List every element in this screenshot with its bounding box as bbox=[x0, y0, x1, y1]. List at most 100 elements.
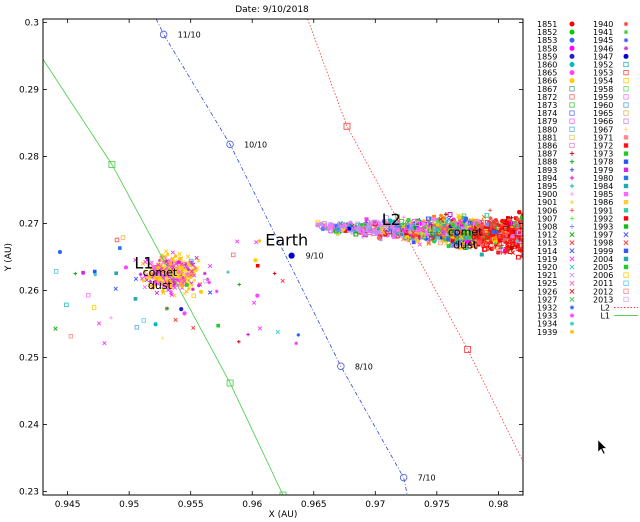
data-point bbox=[355, 221, 360, 227]
y-tick-label: 0.26 bbox=[19, 287, 39, 297]
data-point bbox=[487, 246, 492, 252]
data-point bbox=[462, 222, 467, 227]
data-point bbox=[524, 239, 528, 243]
data-point bbox=[532, 244, 536, 248]
data-point bbox=[406, 235, 411, 240]
data-point bbox=[531, 226, 535, 230]
data-point bbox=[530, 236, 534, 240]
data-point bbox=[529, 241, 533, 245]
data-point bbox=[522, 247, 523, 253]
data-point bbox=[404, 234, 409, 239]
line-group bbox=[43, 19, 523, 495]
data-point bbox=[497, 223, 502, 228]
data-point bbox=[527, 238, 531, 242]
legend-marker bbox=[569, 70, 575, 76]
data-point bbox=[497, 238, 502, 243]
data-point bbox=[438, 240, 443, 246]
data-point bbox=[487, 226, 492, 231]
data-point bbox=[504, 248, 509, 253]
data-point bbox=[483, 240, 488, 245]
data-point bbox=[341, 225, 346, 230]
data-point bbox=[516, 244, 520, 248]
data-point bbox=[521, 253, 523, 258]
y-tick-label: 0.29 bbox=[19, 85, 39, 95]
data-point bbox=[527, 247, 531, 251]
x-tick-label: 0.95 bbox=[119, 500, 139, 510]
legend-marker bbox=[623, 70, 629, 76]
region-label-l2: L2 bbox=[382, 210, 401, 229]
data-point bbox=[427, 233, 432, 238]
data-point bbox=[182, 273, 186, 277]
data-point bbox=[429, 216, 433, 221]
data-point bbox=[446, 230, 451, 235]
legend-marker bbox=[569, 240, 575, 246]
data-point bbox=[527, 232, 531, 236]
data-point bbox=[527, 232, 531, 236]
data-point bbox=[452, 226, 457, 231]
data-point bbox=[435, 223, 440, 228]
legend-marker bbox=[623, 29, 629, 35]
data-point bbox=[336, 224, 341, 229]
data-point bbox=[520, 213, 523, 218]
data-point bbox=[520, 245, 523, 249]
data-point bbox=[179, 307, 184, 312]
x-tick-label: 0.96 bbox=[242, 500, 262, 510]
data-point bbox=[529, 231, 533, 235]
data-point bbox=[207, 290, 213, 295]
data-point bbox=[469, 240, 474, 246]
legend-marker bbox=[623, 127, 629, 132]
data-point bbox=[529, 220, 533, 224]
orbit-marker bbox=[159, 30, 168, 39]
annotation-group: 11/1010/109/108/107/10L1EarthL2cometdust… bbox=[134, 30, 483, 482]
data-point bbox=[525, 238, 529, 242]
data-point bbox=[525, 242, 529, 246]
data-point bbox=[525, 232, 529, 236]
legend-label: L1 bbox=[600, 312, 610, 321]
data-point bbox=[523, 215, 527, 219]
data-point bbox=[353, 231, 359, 237]
legend-marker bbox=[623, 191, 629, 197]
data-point bbox=[529, 240, 533, 244]
data-point bbox=[438, 227, 443, 232]
data-point bbox=[524, 241, 528, 245]
data-point bbox=[523, 236, 527, 240]
data-point bbox=[182, 311, 187, 316]
data-point bbox=[532, 235, 536, 239]
legend-marker bbox=[623, 264, 629, 270]
data-point bbox=[528, 228, 532, 232]
data-point bbox=[191, 287, 195, 292]
data-point bbox=[526, 243, 530, 247]
data-point bbox=[472, 226, 477, 230]
data-point bbox=[526, 237, 530, 241]
orbit-marker bbox=[399, 473, 408, 482]
data-point bbox=[530, 245, 534, 249]
legend-marker bbox=[569, 191, 575, 197]
data-point bbox=[328, 222, 333, 227]
data-point bbox=[280, 278, 285, 284]
y-axis-label: Y (AU) bbox=[4, 243, 14, 272]
data-point bbox=[506, 216, 510, 221]
data-point bbox=[86, 293, 91, 298]
data-point bbox=[464, 223, 470, 229]
legend-marker bbox=[569, 175, 575, 181]
legend-marker bbox=[569, 110, 575, 116]
comet-dust-label: dust bbox=[453, 239, 478, 252]
data-point bbox=[465, 239, 470, 244]
data-point bbox=[531, 234, 535, 238]
data-point bbox=[525, 225, 529, 229]
data-point bbox=[510, 234, 515, 239]
comet-dust-label: comet bbox=[448, 226, 483, 239]
date-label: 10/10 bbox=[244, 140, 267, 149]
data-point bbox=[523, 232, 527, 236]
data-point bbox=[458, 246, 463, 251]
data-point bbox=[530, 230, 534, 234]
data-point bbox=[399, 231, 404, 236]
data-point bbox=[358, 226, 363, 231]
data-point bbox=[237, 339, 241, 344]
data-point bbox=[405, 224, 410, 229]
data-point bbox=[532, 232, 536, 236]
data-point bbox=[114, 237, 120, 243]
data-point bbox=[531, 219, 535, 223]
data-point bbox=[421, 221, 426, 227]
data-point bbox=[522, 226, 523, 231]
